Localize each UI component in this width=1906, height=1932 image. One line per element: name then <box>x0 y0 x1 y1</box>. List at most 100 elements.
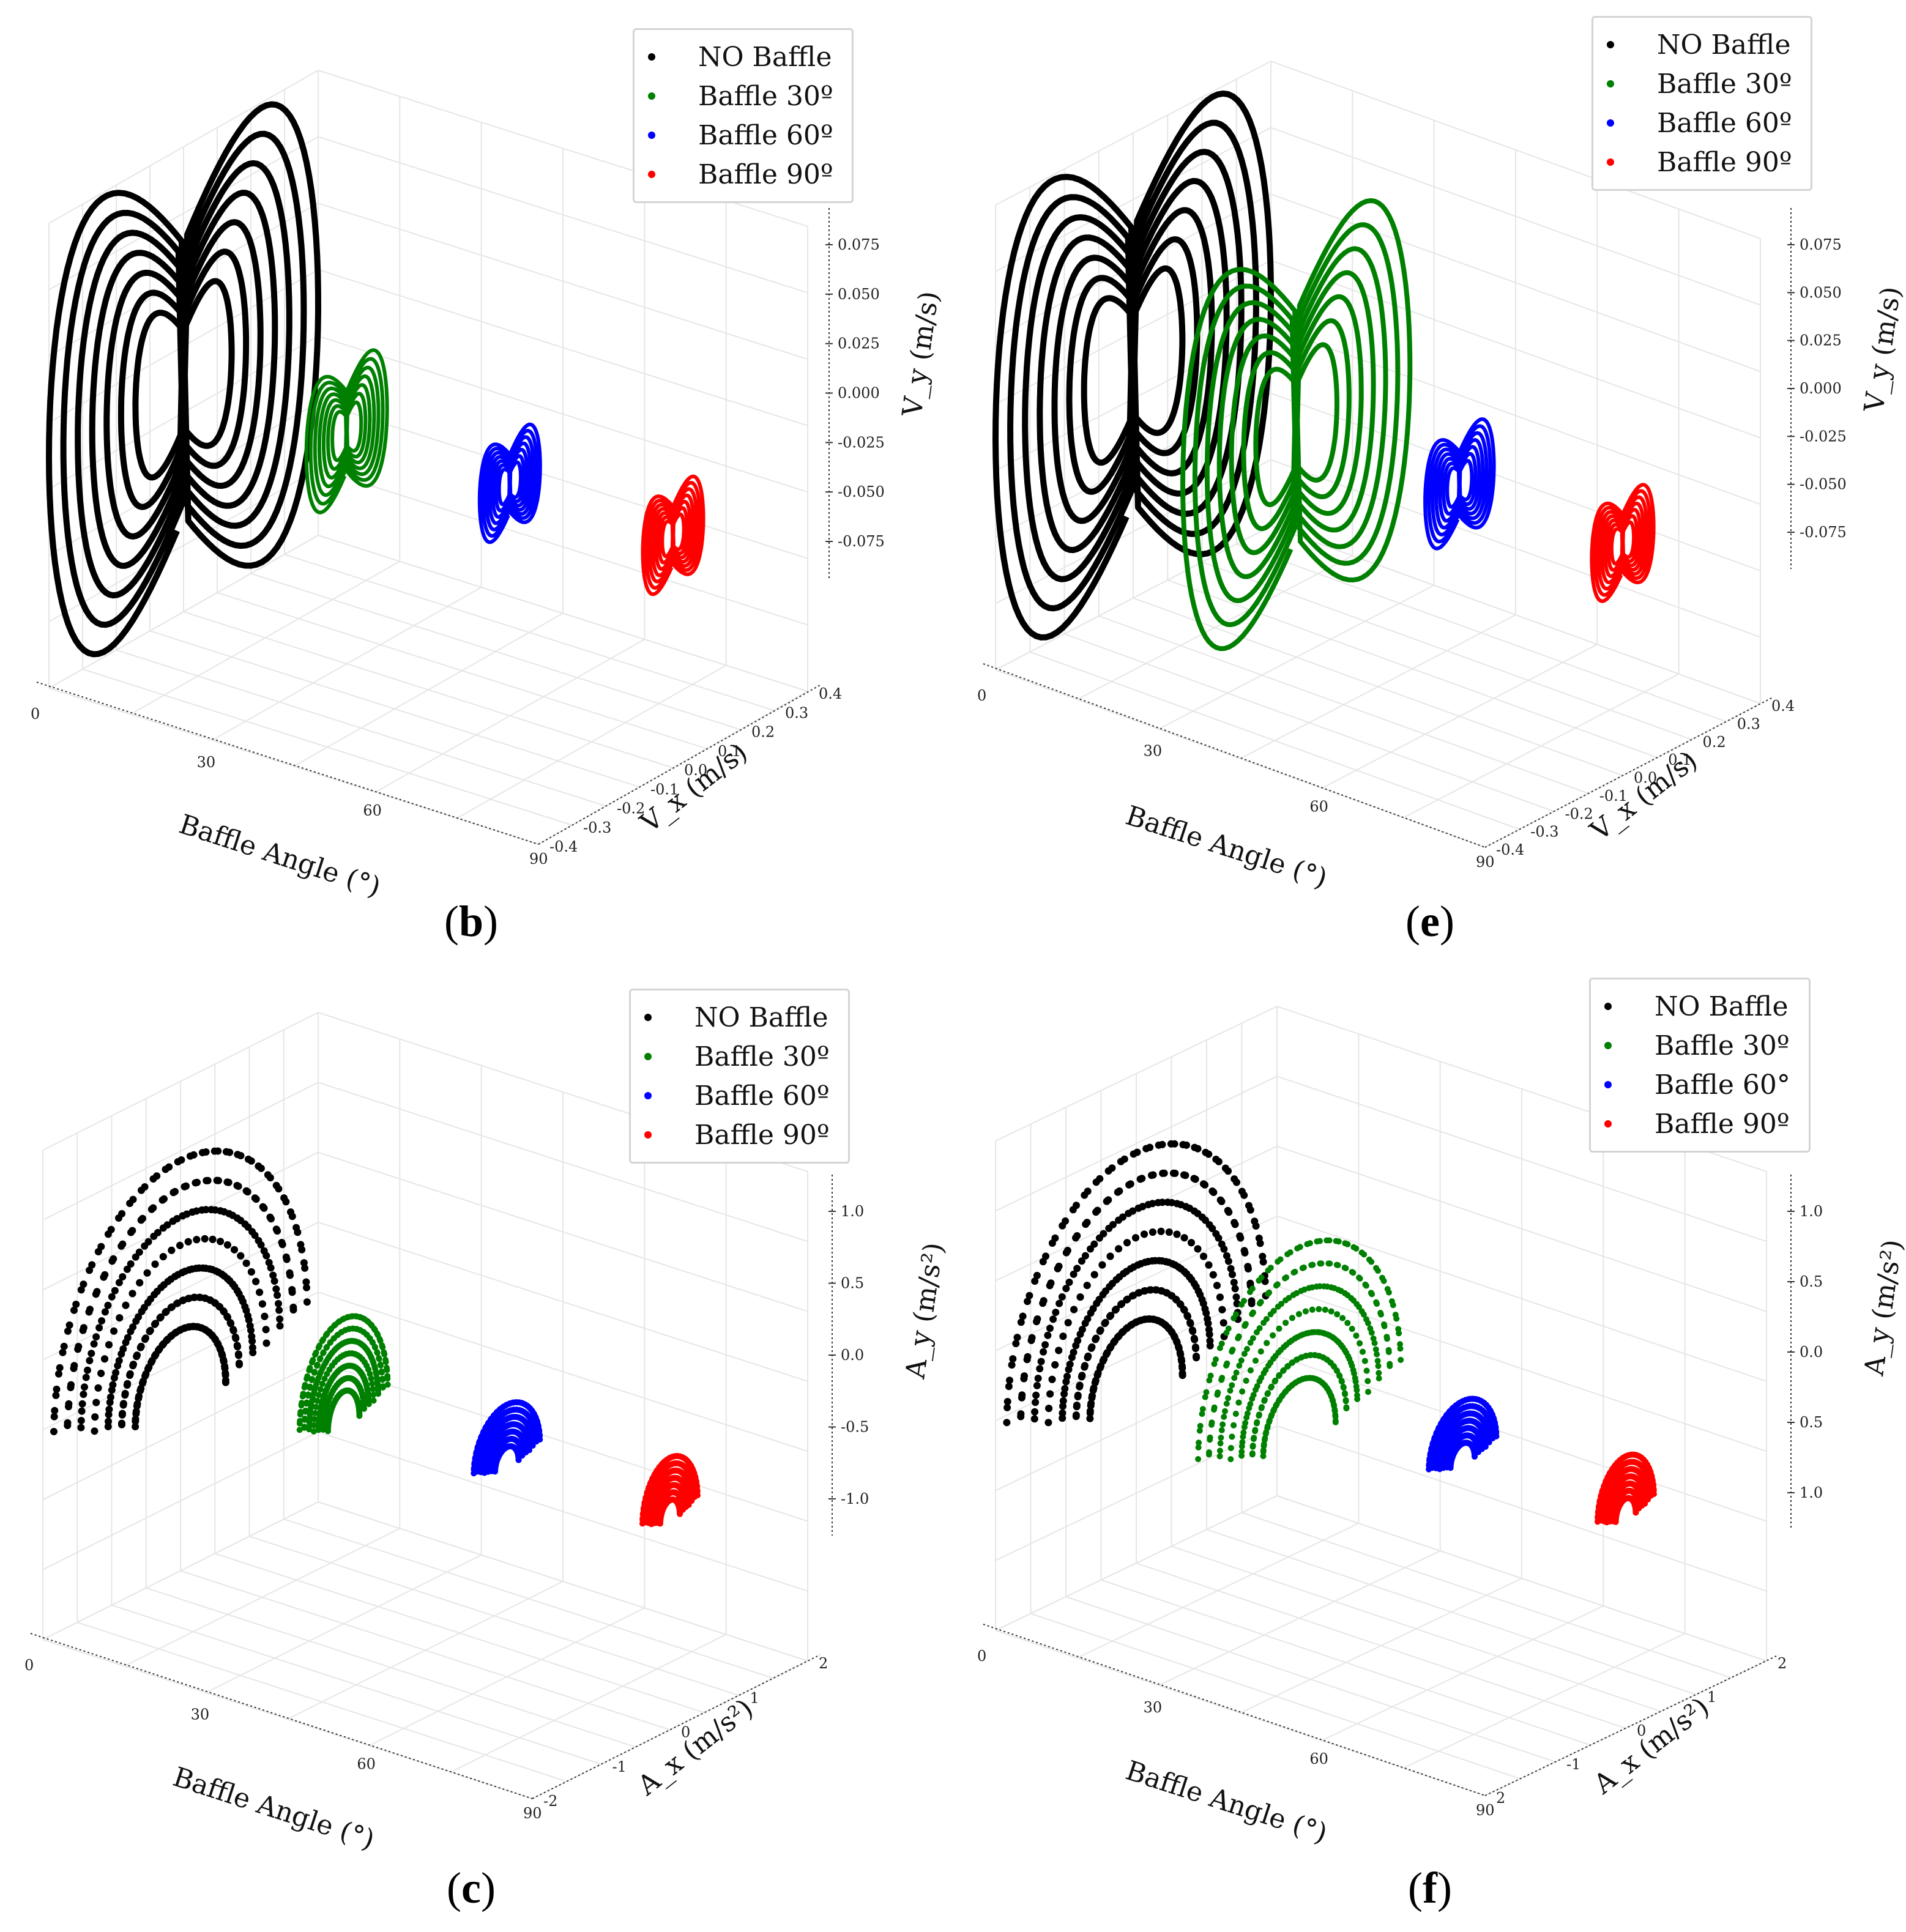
data-point <box>1276 1325 1282 1332</box>
data-point <box>159 1253 167 1261</box>
data-point <box>476 1438 483 1444</box>
data-point <box>317 1386 324 1392</box>
data-point <box>1180 1268 1188 1276</box>
legend: NO Baffle Baffle 30º Baffle 60º Baffle 9… <box>629 989 850 1164</box>
series-trajectory <box>46 101 321 658</box>
data-point <box>1317 1260 1323 1267</box>
data-point <box>1249 1335 1256 1342</box>
data-point <box>220 1208 228 1216</box>
data-point <box>276 1322 284 1330</box>
data-point <box>1264 1340 1270 1347</box>
data-point <box>286 1269 294 1277</box>
data-point <box>1240 1191 1248 1199</box>
data-point <box>320 1396 326 1403</box>
data-point <box>304 1373 311 1380</box>
data-point <box>132 1317 140 1325</box>
data-point <box>1331 1406 1338 1413</box>
data-point <box>1231 1375 1238 1381</box>
data-point <box>211 1206 219 1214</box>
data-point <box>316 1356 323 1362</box>
y-tick-label: 0.4 <box>819 685 842 702</box>
data-point <box>1338 1288 1344 1295</box>
data-point <box>308 1402 315 1408</box>
data-point <box>480 1428 487 1435</box>
z-tick-label: 0.0 <box>841 1347 864 1364</box>
data-point <box>118 1419 125 1427</box>
data-point <box>184 1238 192 1246</box>
floor-grid-line <box>1403 673 1680 819</box>
data-point <box>60 1342 68 1350</box>
data-point <box>1052 1309 1060 1317</box>
data-point <box>50 1428 58 1435</box>
data-point <box>171 1273 179 1280</box>
floor-grid-line <box>130 560 400 715</box>
data-point <box>1082 1221 1090 1228</box>
back-wall-grid-line <box>1270 326 1761 505</box>
data-point <box>471 1470 477 1477</box>
data-point <box>1241 1351 1248 1357</box>
z-tick-label: 0.5 <box>1800 1414 1823 1431</box>
data-point <box>1208 1225 1216 1233</box>
data-point <box>98 1317 106 1325</box>
y-tick-label: -0.4 <box>1496 841 1524 858</box>
data-point <box>51 1406 59 1414</box>
data-point <box>296 1427 303 1433</box>
data-point <box>221 1362 229 1370</box>
z-axis-label: A_y (m/s²) <box>899 1241 950 1381</box>
legend-item: Baffle 60º <box>644 1076 830 1115</box>
data-point <box>1172 1337 1180 1345</box>
data-point <box>1059 1414 1067 1422</box>
data-point <box>1172 1296 1180 1304</box>
data-point <box>1350 1297 1357 1304</box>
legend-label: Baffle 90º <box>1655 1108 1790 1140</box>
x-tick-label: 90 <box>529 850 548 868</box>
data-point <box>1109 1221 1117 1228</box>
data-point <box>1023 1356 1031 1364</box>
data-point <box>261 1312 269 1320</box>
x-axis-label: Baffle Angle (°) <box>169 1761 379 1856</box>
data-point <box>1260 1449 1267 1455</box>
data-point <box>1329 1397 1336 1403</box>
data-point <box>1055 1299 1063 1307</box>
x-tick-label: 60 <box>1309 1750 1328 1767</box>
data-point <box>1158 1198 1166 1206</box>
z-tick-label: 1.0 <box>1800 1484 1823 1501</box>
data-point <box>242 1187 250 1195</box>
data-point <box>1173 1230 1181 1238</box>
tick-labels: 0 30 60 90-0.4 -0.3 -0.2 -0.1 0.0 0.1 0.2 0.3 0.4 -0… <box>977 236 1847 871</box>
data-point <box>1238 1452 1245 1459</box>
data-point <box>86 1357 94 1364</box>
data-point <box>1253 1386 1259 1393</box>
data-point <box>1265 1290 1271 1297</box>
data-point <box>1354 1392 1360 1399</box>
data-point <box>316 1411 323 1418</box>
data-point <box>1281 1343 1287 1350</box>
back-wall-grid-line <box>318 1291 808 1452</box>
data-point <box>1601 1482 1607 1488</box>
z-tick-label: 1.0 <box>1800 1203 1823 1220</box>
data-point <box>1073 1402 1081 1409</box>
data-point <box>202 1206 210 1214</box>
data-point <box>1246 1279 1254 1287</box>
data-point <box>641 1499 648 1506</box>
series-2 <box>1423 417 1496 551</box>
data-point <box>1297 1244 1303 1250</box>
data-point <box>1472 1453 1478 1460</box>
chart-panel-f: 0 30 60 90 2 -1 0 1 2 1.0 0.5 0.0 0.5 1.0 Baffle Angle… <box>953 960 1906 1932</box>
data-point <box>223 1178 231 1186</box>
data-point <box>1158 1140 1166 1148</box>
data-point <box>118 1209 126 1217</box>
legend-item: Baffle 30º <box>648 76 833 116</box>
data-point <box>642 1494 649 1501</box>
data-point <box>142 1334 149 1342</box>
data-point <box>202 1148 210 1156</box>
data-point <box>1380 1321 1387 1328</box>
series-trajectory <box>1590 483 1656 603</box>
data-point <box>367 1370 373 1377</box>
data-point <box>157 1313 165 1321</box>
data-point <box>192 1265 200 1273</box>
data-point <box>199 1264 207 1272</box>
data-point <box>236 1361 243 1369</box>
data-point <box>1136 1175 1144 1183</box>
